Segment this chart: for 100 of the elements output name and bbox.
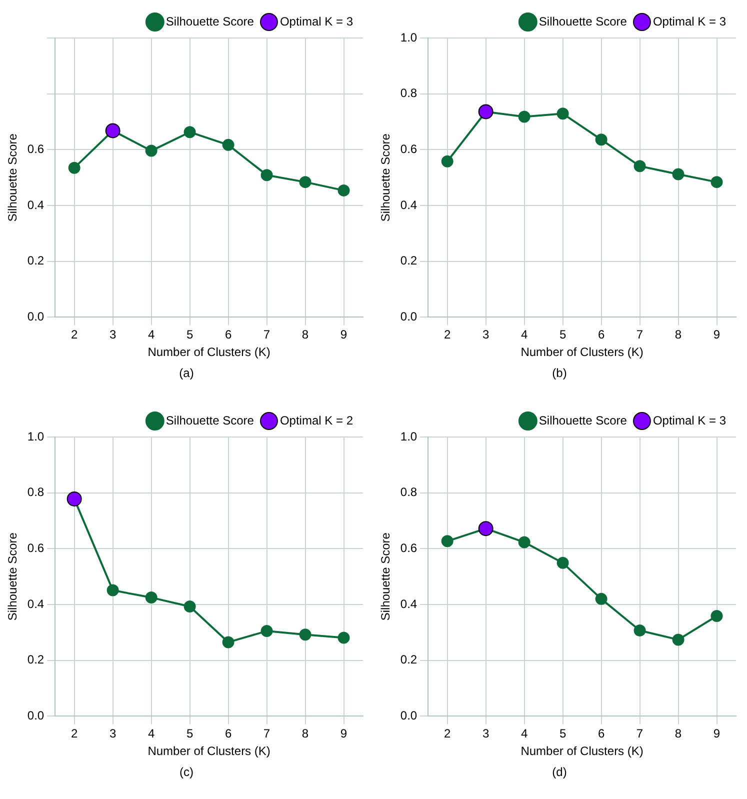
y-tick-label: 0.6: [27, 540, 44, 555]
y-tick-label: 1.0: [400, 429, 418, 444]
point: [222, 636, 234, 648]
y-tick-label: 0.0: [400, 310, 418, 324]
x-tick-label: 9: [713, 328, 720, 342]
x-tick-label: 2: [70, 726, 78, 741]
text: (c): [178, 765, 194, 779]
x-tick-label: 5: [186, 726, 194, 741]
y-tick-label: 0.0: [400, 708, 418, 723]
x-tick-label: 9: [340, 328, 348, 342]
y-tick-label: 0.2: [400, 254, 418, 268]
point: [338, 184, 350, 196]
y-axis-title: Silhouette Score: [378, 532, 393, 621]
legend-label: Optimal K = 3: [652, 413, 726, 428]
x-tick-label: 6: [598, 328, 605, 342]
point: [595, 592, 608, 605]
y-tick-label: 0.0: [27, 708, 44, 723]
point: [106, 584, 119, 596]
x-tick-label: 7: [263, 726, 270, 741]
legend-label: Optimal K = 3: [280, 14, 354, 28]
x-tick-label: 3: [482, 328, 490, 342]
y-tick-label: 0.2: [27, 652, 44, 667]
y-tick-label: 0.4: [400, 596, 418, 611]
y-tick-label: 0.0: [27, 310, 44, 324]
point: [145, 592, 158, 604]
x-tick-label: 9: [340, 726, 348, 741]
y-tick-label: 0.2: [27, 254, 44, 268]
x-axis-title: Number of Clusters (K): [520, 744, 644, 758]
x-axis-title: Number of Clusters (K): [148, 345, 270, 360]
y-axis-title: Silhouette Score: [6, 133, 20, 222]
point: [184, 600, 196, 612]
x-axis-title: Number of Clusters (K): [520, 345, 644, 360]
x-tick-label: 3: [109, 726, 116, 741]
point: [556, 556, 569, 569]
y-tick-label: 0.6: [400, 142, 418, 156]
x-tick-label: 4: [148, 726, 155, 741]
x-tick-label: 5: [559, 328, 566, 342]
x-axis-title: Number of Clusters (K): [148, 744, 270, 758]
legend-label: Optimal K = 2: [280, 413, 354, 428]
point: [299, 176, 312, 188]
x-tick-label: 8: [302, 328, 309, 342]
y-tick-label: 0.2: [400, 652, 418, 667]
x-tick-label: 2: [70, 328, 78, 342]
y-tick-label: 0.8: [400, 485, 418, 500]
point: [441, 535, 454, 548]
x-tick-label: 8: [674, 726, 682, 741]
x-tick-label: 4: [520, 726, 528, 741]
point: [672, 168, 684, 180]
x-tick-label: 8: [302, 726, 309, 741]
y-tick-label: 0.8: [27, 485, 44, 500]
point: [595, 134, 608, 146]
point: [260, 625, 273, 638]
point: [672, 634, 684, 646]
y-tick-label: 0.4: [400, 198, 418, 212]
y-tick-label: 1.0: [400, 30, 418, 44]
legend-label: Silhouette Score: [166, 14, 254, 28]
y-tick-label: 0.6: [400, 540, 418, 555]
y-tick-label: 0.8: [400, 86, 418, 100]
x-tick-label: 2: [444, 328, 451, 342]
point: [338, 632, 350, 644]
y-axis-title: Silhouette Score: [6, 532, 20, 621]
text: (b): [551, 366, 568, 380]
x-tick-label: 7: [636, 328, 644, 342]
point: [710, 176, 723, 188]
x-tick-label: 4: [520, 328, 528, 342]
y-tick-label: 0.4: [27, 198, 44, 212]
x-tick-label: 5: [559, 726, 566, 741]
point: [222, 138, 234, 151]
x-tick-label: 6: [224, 726, 232, 741]
legend-label: Optimal K = 3: [652, 14, 726, 28]
point: [299, 628, 312, 641]
point: [710, 610, 723, 622]
point: [441, 155, 454, 168]
x-tick-label: 6: [224, 328, 232, 342]
x-tick-label: 9: [713, 726, 720, 741]
x-tick-label: 7: [636, 726, 644, 741]
x-tick-label: 3: [109, 328, 116, 342]
y-tick-label: 1.0: [27, 429, 44, 444]
legend-label: Silhouette Score: [538, 14, 628, 28]
point: [634, 160, 646, 172]
x-tick-label: 6: [598, 726, 605, 741]
y-tick-label: 0.4: [27, 596, 44, 611]
x-tick-label: 7: [263, 328, 270, 342]
point: [518, 110, 530, 123]
point: [68, 162, 80, 174]
point: [518, 536, 530, 548]
legend-label: Silhouette Score: [538, 413, 628, 428]
x-tick-label: 2: [444, 726, 451, 741]
x-tick-label: 3: [482, 726, 490, 741]
text: (a): [178, 366, 195, 380]
point: [556, 108, 569, 120]
legend-label: Silhouette Score: [166, 413, 254, 428]
x-tick-label: 8: [674, 328, 682, 342]
y-tick-label: 0.6: [27, 142, 44, 156]
point: [145, 144, 158, 157]
text: (d): [551, 765, 568, 779]
point: [260, 169, 273, 182]
point: [634, 624, 646, 636]
x-tick-label: 4: [148, 328, 155, 342]
y-axis-title: Silhouette Score: [378, 133, 393, 222]
